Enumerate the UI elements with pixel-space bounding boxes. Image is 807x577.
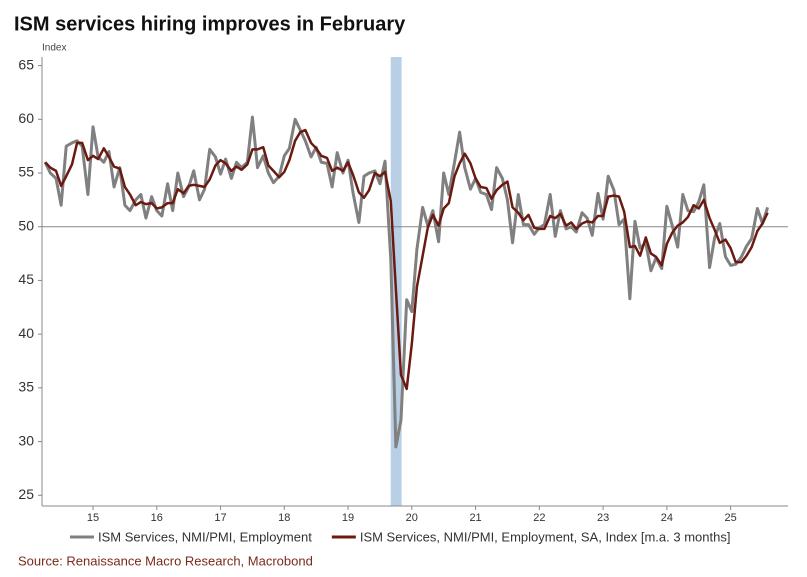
- legend-label: ISM Services, NMI/PMI, Employment, SA, I…: [360, 529, 731, 544]
- series-line: [43, 115, 770, 449]
- x-tick-label: 24: [661, 512, 673, 524]
- y-tick-label: 60: [18, 110, 34, 126]
- y-tick-label: 35: [18, 379, 34, 395]
- x-tick-label: 19: [342, 512, 354, 524]
- y-tick-label: 30: [18, 432, 34, 448]
- legend-label: ISM Services, NMI/PMI, Employment: [98, 529, 312, 544]
- x-tick-label: 21: [469, 512, 481, 524]
- y-tick-label: 55: [18, 164, 34, 180]
- chart-title: ISM services hiring improves in February: [14, 13, 406, 35]
- x-tick-label: 20: [406, 512, 418, 524]
- y-tick-label: 45: [18, 271, 34, 287]
- x-tick-label: 23: [597, 512, 609, 524]
- source: Source: Renaissance Macro Research, Macr…: [18, 553, 313, 568]
- y-tick-label: 25: [18, 486, 34, 502]
- x-tick-label: 16: [151, 512, 163, 524]
- y-tick-label: 40: [18, 325, 34, 341]
- x-tick-label: 25: [724, 512, 736, 524]
- x-tick-label: 18: [278, 512, 290, 524]
- y-tick-label: 50: [18, 217, 34, 233]
- x-tick-label: 17: [214, 512, 226, 524]
- x-tick-label: 15: [87, 512, 99, 524]
- y-axis-label: Index: [42, 43, 66, 54]
- series-line: [44, 128, 769, 391]
- x-tick-label: 22: [533, 512, 545, 524]
- y-tick-label: 65: [18, 56, 34, 72]
